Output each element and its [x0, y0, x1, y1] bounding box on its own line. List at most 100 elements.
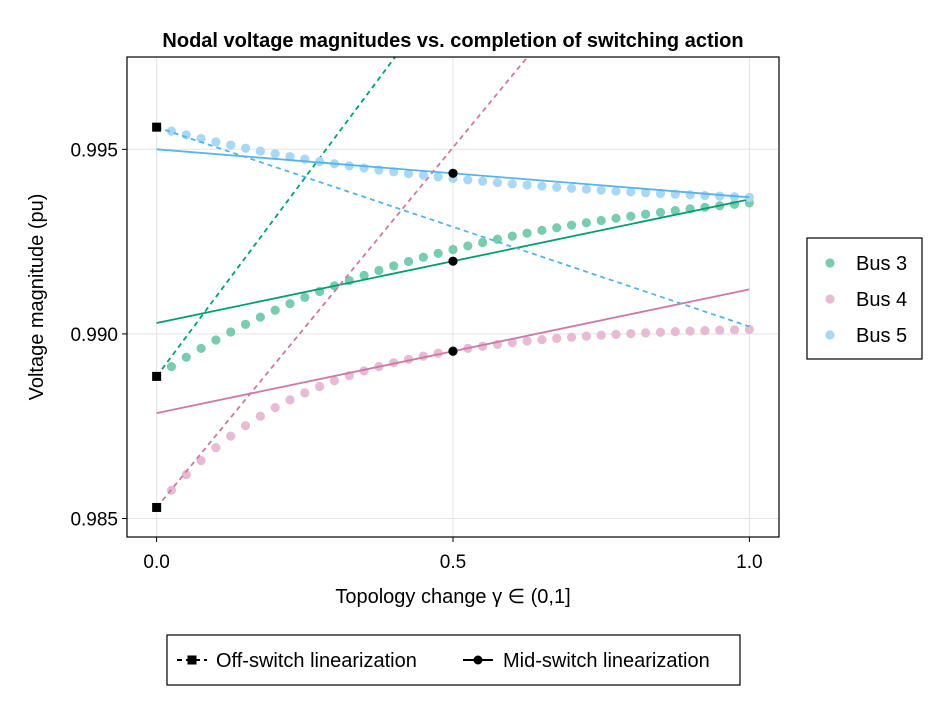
- bus-3-point: [611, 213, 621, 223]
- bus-5-point: [478, 176, 488, 186]
- bus-3-point: [507, 231, 517, 241]
- bus-3-point: [196, 343, 206, 354]
- bus-3-legend-label: Bus 3: [856, 253, 907, 275]
- plot-series: [152, 57, 754, 513]
- bus-3-point: [418, 252, 428, 262]
- bus-5-point: [403, 169, 414, 179]
- bus-5-legend-marker: [825, 330, 835, 340]
- bus-4-point: [537, 335, 547, 345]
- bus-5-point: [240, 143, 251, 153]
- bus-4-point: [655, 327, 666, 337]
- x-axis-label: Topology change γ ∈ (0,1]: [335, 586, 570, 608]
- bus-5-point: [463, 175, 473, 185]
- bus-3-point: [581, 218, 591, 228]
- bus-3-point: [300, 292, 310, 303]
- bus-5-point: [196, 133, 206, 144]
- bus-4-legend-marker: [825, 294, 835, 304]
- bus-3-legend-marker: [825, 258, 835, 268]
- bus-4-point: [626, 328, 636, 339]
- bus-3-point: [522, 228, 532, 238]
- bus-4-point: [507, 338, 517, 348]
- bus-4-point: [211, 443, 221, 453]
- bus-4-series: [152, 57, 754, 513]
- bus-5-point: [641, 188, 651, 198]
- y-tick-label: 0.990: [70, 325, 118, 346]
- bus-5-mid-switch-marker: [448, 168, 458, 178]
- off-switch-legend-marker: [187, 655, 197, 665]
- bus-3-point: [403, 256, 414, 267]
- bus-5-point: [181, 130, 191, 140]
- bus-4-point: [226, 431, 236, 441]
- bus-5-point: [611, 186, 621, 196]
- line-legend: Off-switch linearization Mid-switch line…: [166, 634, 741, 686]
- x-tick-label: 1.0: [736, 552, 762, 573]
- bus-3-point: [433, 248, 443, 258]
- bus-4-point: [329, 376, 340, 386]
- bus-5-point: [626, 187, 636, 197]
- bus-5-point: [715, 191, 725, 201]
- bus-4-point: [181, 469, 191, 480]
- bus-3-point: [270, 305, 280, 315]
- y-axis-label: Voltage magnitude (pu): [26, 194, 48, 401]
- bus-3-point: [374, 265, 384, 276]
- bus-3-point: [359, 270, 369, 280]
- bus-5-point: [581, 184, 591, 194]
- bus-4-point: [700, 326, 710, 336]
- bus-5-point: [537, 181, 547, 191]
- bus-3-point: [596, 215, 606, 226]
- bus-5-point: [418, 170, 428, 180]
- bus-4-point: [744, 324, 754, 335]
- bus-3-point: [255, 312, 265, 322]
- bus-4-point: [685, 326, 695, 336]
- bus-4-off-switch-marker: [152, 502, 162, 512]
- bus-3-point: [181, 352, 191, 362]
- bus-3-point: [537, 225, 547, 235]
- mid-switch-legend-marker: [473, 655, 483, 665]
- bus-4-legend-label: Bus 4: [856, 289, 907, 311]
- bus-3-point: [626, 211, 636, 221]
- bus-4-point: [300, 388, 310, 398]
- mid-switch-legend-label: Mid-switch linearization: [503, 650, 710, 672]
- bus-3-point: [285, 299, 295, 309]
- bus-4-point: [552, 333, 562, 343]
- axis-ticks: 0.0 0.5 1.0 0.985 0.990 0.995: [70, 140, 762, 573]
- bus-5-point: [270, 149, 280, 159]
- bus-5-point: [211, 137, 221, 147]
- bus-5-point: [566, 183, 577, 193]
- bus-3-point: [463, 241, 473, 251]
- bus-3-point: [226, 327, 236, 337]
- bus-3-point: [166, 361, 177, 372]
- bus-3-point: [552, 223, 562, 233]
- x-tick-label: 0.0: [143, 552, 169, 573]
- grid: [127, 57, 779, 537]
- bus-5-point: [596, 185, 606, 195]
- bus-4-point: [729, 325, 740, 335]
- bus-4-point: [641, 328, 651, 338]
- bus-3-off-switch-marker: [152, 371, 162, 381]
- bus-3-point: [566, 220, 577, 230]
- bus-5-point: [226, 140, 236, 150]
- bus-3-point: [641, 209, 651, 219]
- y-tick-label: 0.995: [70, 140, 118, 161]
- bus-4-point: [715, 325, 725, 335]
- bus-5-point: [492, 177, 503, 188]
- bus-4-point: [522, 336, 532, 346]
- bus-5-point: [700, 190, 710, 201]
- bus-5-legend-label: Bus 5: [856, 325, 907, 347]
- bus-5-point: [315, 156, 325, 167]
- off-switch-legend-label: Off-switch linearization: [216, 650, 417, 672]
- bus-4-point: [596, 330, 606, 340]
- bus-3-point: [492, 234, 503, 244]
- chart-title: Nodal voltage magnitudes vs. completion …: [162, 30, 743, 52]
- bus-4-point: [315, 381, 325, 392]
- bus-3-point: [389, 261, 399, 271]
- bus-4-point: [566, 332, 577, 342]
- x-tick-label: 0.5: [440, 552, 466, 573]
- bus-3-point: [211, 335, 221, 345]
- bus-5-point: [433, 172, 443, 182]
- bus-4-point: [285, 395, 295, 405]
- bus-5-point: [285, 151, 295, 162]
- bus-4-point: [581, 331, 591, 341]
- bus-4-point: [670, 327, 680, 337]
- line-legend-box: [166, 634, 741, 686]
